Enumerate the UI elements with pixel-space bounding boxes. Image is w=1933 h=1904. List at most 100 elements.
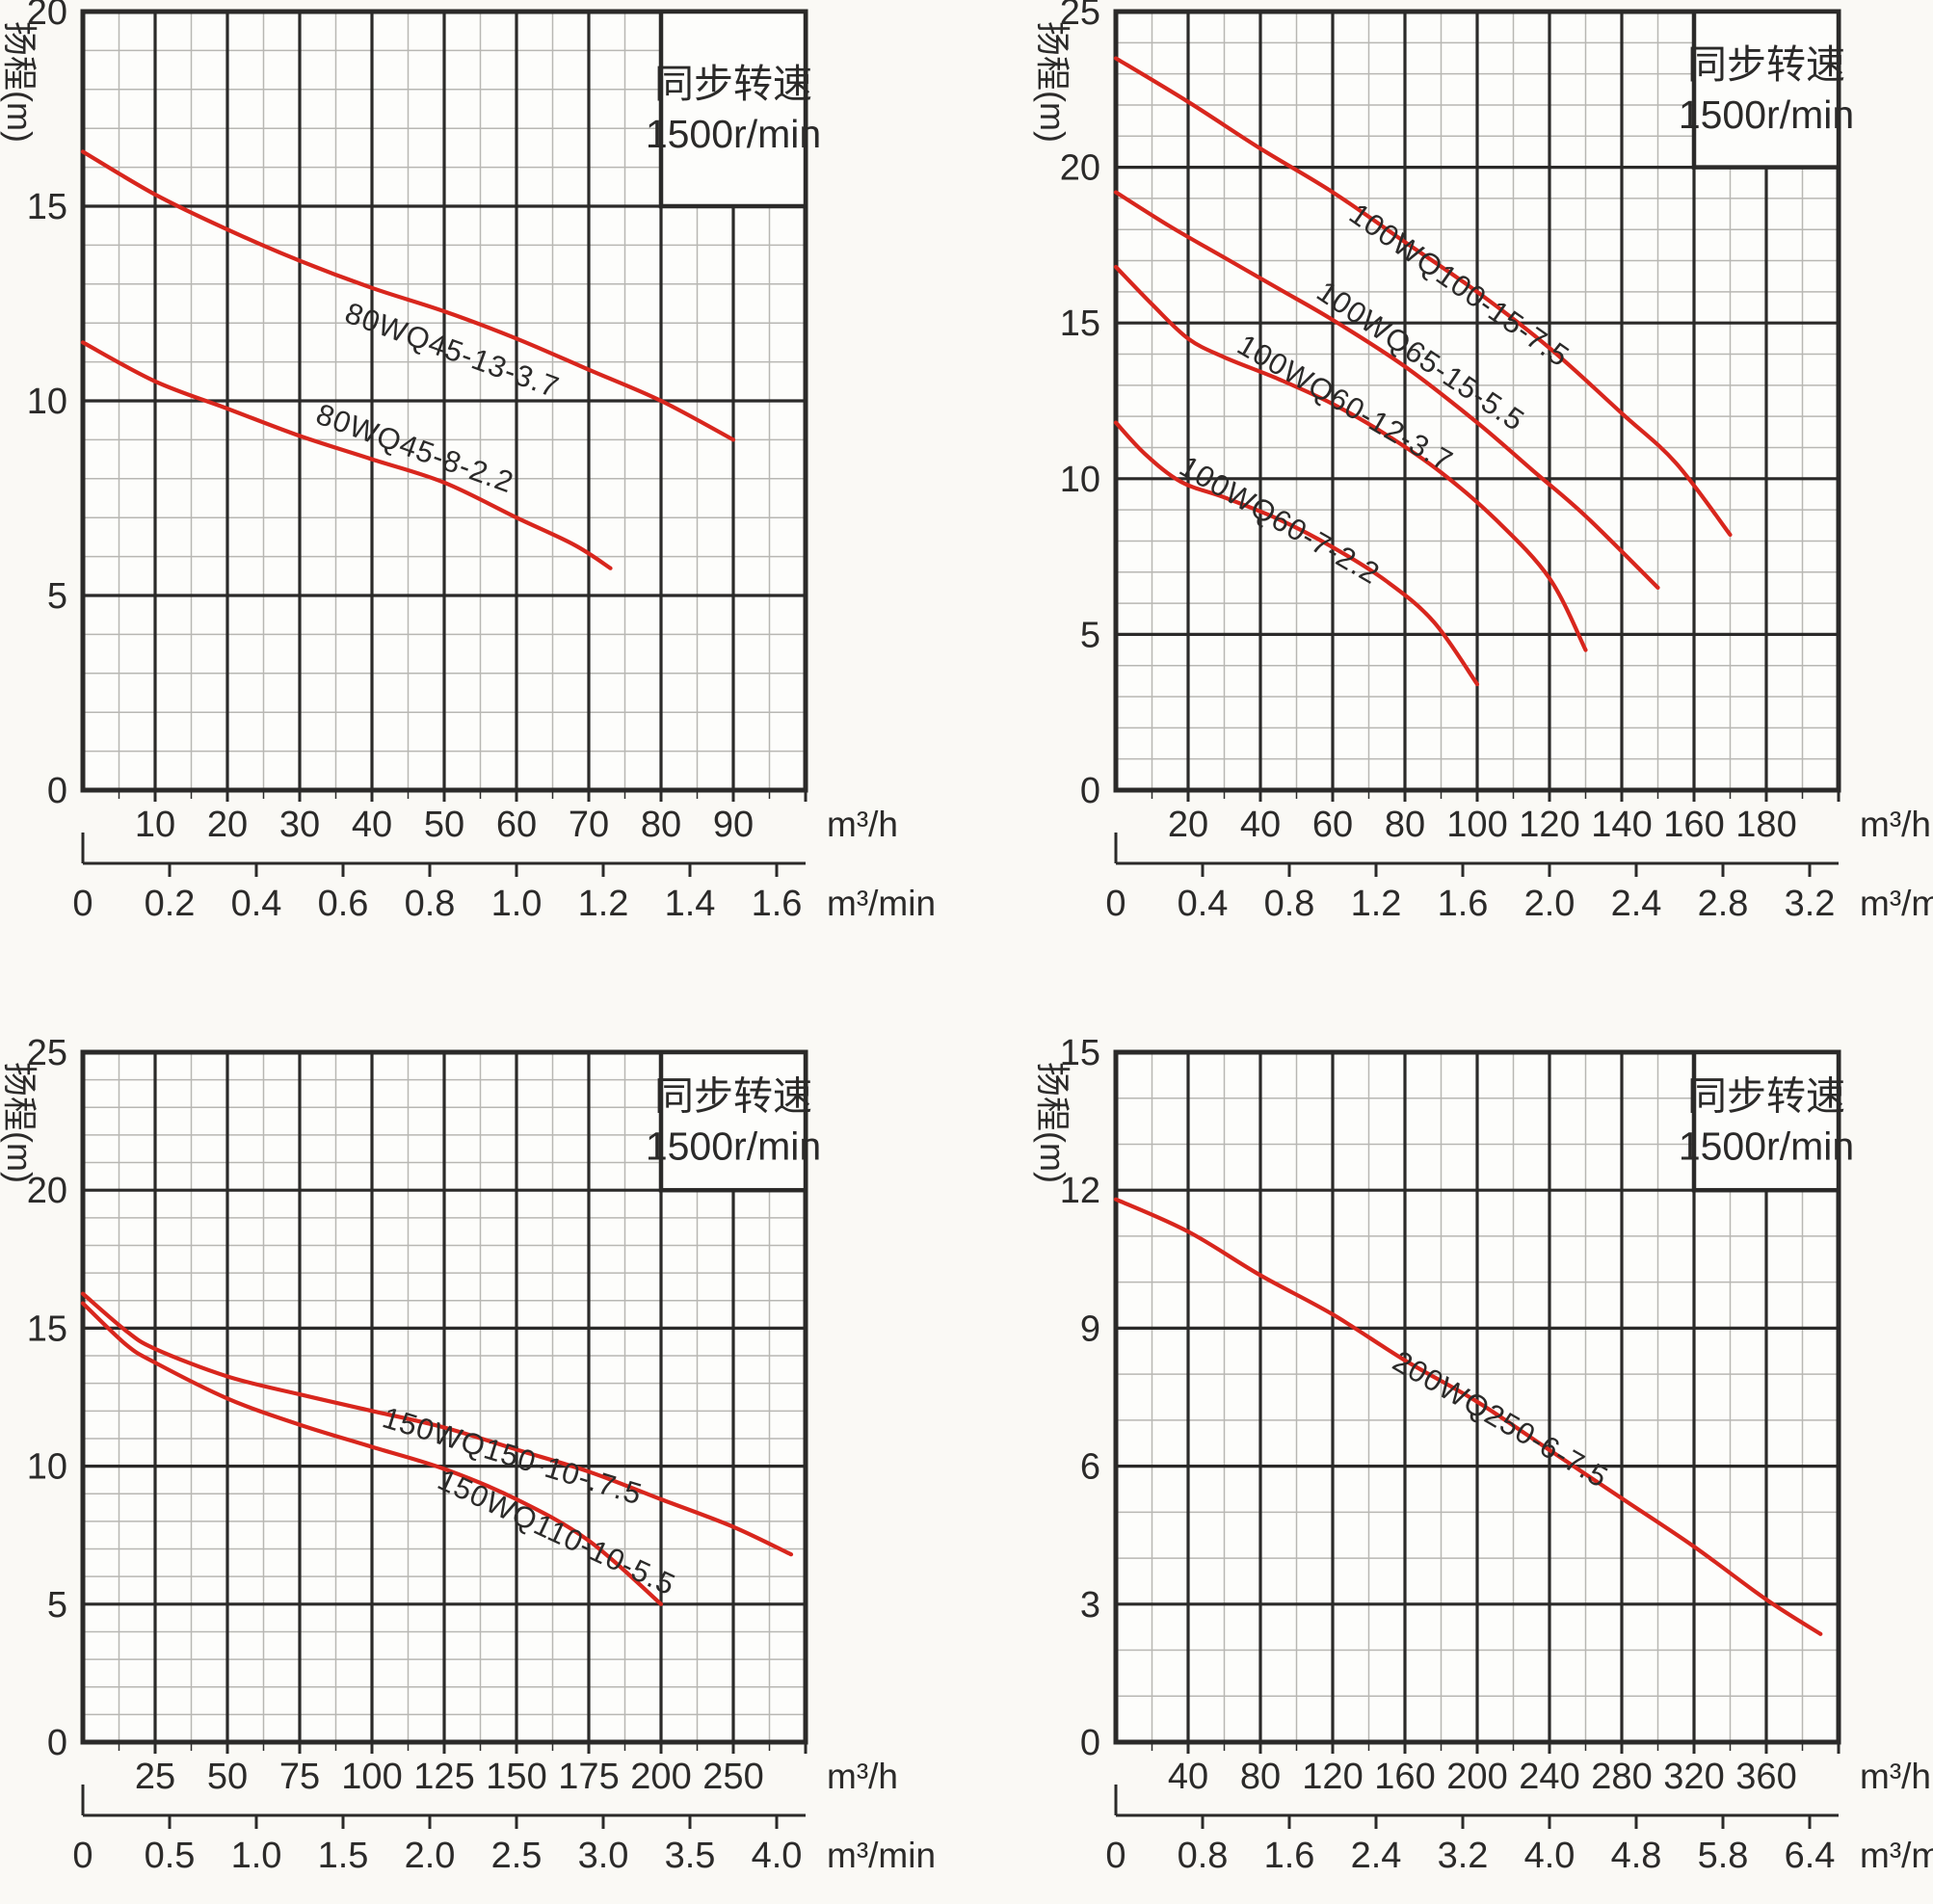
x-tick-label: 50 bbox=[207, 1757, 248, 1797]
y-tick-label: 10 bbox=[27, 382, 67, 422]
y-tick-label: 5 bbox=[47, 576, 67, 617]
x-tick-label: 40 bbox=[1168, 1757, 1208, 1797]
y-axis-title: 扬程(m) bbox=[0, 1062, 40, 1183]
x-tick-label: 10 bbox=[135, 805, 175, 845]
x-tick-label: 120 bbox=[1302, 1757, 1363, 1797]
x2-tick-label: 1.2 bbox=[578, 884, 629, 924]
x2-axis-unit: m³/min bbox=[827, 884, 936, 923]
secondary-x-axis: 0 0.8 1.6 2.4 3.2 4.0 4.8 5.8 6.4 bbox=[1105, 1785, 1839, 1876]
pump-curve-100WQ65-15-5.5 bbox=[1113, 190, 1660, 590]
y-tick-label: 3 bbox=[1080, 1585, 1100, 1626]
x2-tick-label: 0.8 bbox=[1178, 1836, 1229, 1876]
secondary-x-axis: 0 0.5 1.0 1.5 2.0 2.5 3.0 3.5 4.0 bbox=[72, 1785, 806, 1876]
y-axis-title: 扬程(m) bbox=[1033, 21, 1072, 143]
y-axis-title: 扬程(m) bbox=[0, 21, 40, 143]
x-tick-label: 40 bbox=[1240, 805, 1281, 845]
x2-axis-unit: m³/min bbox=[827, 1836, 936, 1875]
x2-tick-label: 3.0 bbox=[578, 1836, 629, 1876]
x-tick-label: 160 bbox=[1663, 805, 1724, 845]
y-tick-label: 5 bbox=[1080, 615, 1100, 655]
x2-tick-label: 1.4 bbox=[665, 884, 716, 924]
x2-tick-label: 1.0 bbox=[491, 884, 543, 924]
y-tick-label: 15 bbox=[1060, 304, 1100, 344]
x-tick-label: 80 bbox=[1385, 805, 1425, 845]
x-tick-label: 320 bbox=[1663, 1757, 1724, 1797]
pump-curve-80WQ45-13-3.7 bbox=[80, 149, 736, 442]
x2-tick-label: 3.2 bbox=[1438, 1836, 1489, 1876]
x-tick-label: 125 bbox=[413, 1757, 474, 1797]
x-tick-label: 20 bbox=[207, 805, 248, 845]
x2-tick-label: 1.6 bbox=[1264, 1836, 1315, 1876]
x2-tick-label: 2.0 bbox=[1524, 884, 1576, 924]
x2-tick-label: 1.0 bbox=[231, 1836, 282, 1876]
pump-curve-150WQ150-10-.7.5 bbox=[80, 1291, 794, 1557]
x2-tick-label: 2.8 bbox=[1698, 884, 1749, 924]
y-tick-label: 9 bbox=[1080, 1309, 1100, 1349]
x2-tick-label: 2.0 bbox=[405, 1836, 456, 1876]
sync-speed-note-box bbox=[658, 1049, 808, 1193]
x2-tick-label: 1.5 bbox=[318, 1836, 369, 1876]
sync-speed-label: 同步转速 bbox=[1687, 1074, 1845, 1119]
y-tick-label: 5 bbox=[47, 1585, 67, 1626]
pump-curve-80WQ45-8-2.2 bbox=[80, 340, 613, 570]
plot-border bbox=[80, 1049, 808, 1745]
x2-axis-unit: m³/min bbox=[1860, 1836, 1933, 1875]
y-tick-label: 0 bbox=[1080, 771, 1100, 811]
x2-tick-label: 2.5 bbox=[491, 1836, 543, 1876]
y-tick-label: 0 bbox=[1080, 1723, 1100, 1763]
x2-tick-label: 3.2 bbox=[1785, 884, 1836, 924]
y-tick-label: 12 bbox=[1060, 1171, 1100, 1211]
x2-tick-label: 0 bbox=[72, 884, 93, 924]
secondary-x-axis: 0 0.2 0.4 0.6 0.8 1.0 1.2 1.4 1.6 bbox=[72, 833, 806, 924]
sync-speed-label: 同步转速 bbox=[654, 1074, 812, 1119]
x2-tick-label: 5.8 bbox=[1698, 1836, 1749, 1876]
x-axis-unit: m³/h bbox=[827, 805, 898, 844]
x-tick-label: 180 bbox=[1735, 805, 1796, 845]
y-axis-title: 扬程(m) bbox=[1033, 1062, 1072, 1183]
x-tick-label: 150 bbox=[486, 1757, 546, 1797]
sync-speed-label: 同步转速 bbox=[654, 62, 812, 106]
x2-tick-label: 4.0 bbox=[1524, 1836, 1576, 1876]
y-tick-label: 15 bbox=[1060, 1033, 1100, 1073]
x2-tick-label: 3.5 bbox=[665, 1836, 716, 1876]
x-tick-label: 75 bbox=[279, 1757, 320, 1797]
x-tick-label: 140 bbox=[1591, 805, 1652, 845]
sync-speed-note-box bbox=[1691, 1049, 1841, 1193]
x-tick-label: 250 bbox=[702, 1757, 763, 1797]
x-tick-label: 100 bbox=[341, 1757, 402, 1797]
y-tick-label: 20 bbox=[27, 1171, 67, 1211]
y-tick-label: 10 bbox=[1060, 460, 1100, 500]
x-tick-label: 80 bbox=[1240, 1757, 1281, 1797]
y-tick-label: 25 bbox=[1060, 0, 1100, 33]
x2-tick-label: 0 bbox=[72, 1836, 93, 1876]
x2-tick-label: 0.5 bbox=[145, 1836, 196, 1876]
plot-border bbox=[80, 9, 808, 793]
x2-tick-label: 0.8 bbox=[405, 884, 456, 924]
y-tick-label: 25 bbox=[27, 1033, 67, 1073]
x-tick-label: 120 bbox=[1519, 805, 1579, 845]
x-tick-label: 90 bbox=[713, 805, 754, 845]
pump-curve-100WQ100-15-7.5 bbox=[1113, 56, 1733, 538]
x2-tick-label: 0.4 bbox=[231, 884, 282, 924]
secondary-x-axis: 0 0.4 0.8 1.2 1.6 2.0 2.4 2.8 3.2 bbox=[1105, 833, 1839, 924]
x2-tick-label: 2.4 bbox=[1351, 1836, 1402, 1876]
y-tick-label: 20 bbox=[1060, 148, 1100, 189]
x2-tick-label: 0.2 bbox=[145, 884, 196, 924]
y-tick-label: 0 bbox=[47, 1723, 67, 1763]
x-tick-label: 100 bbox=[1446, 805, 1507, 845]
x-tick-label: 360 bbox=[1735, 1757, 1796, 1797]
x-tick-label: 280 bbox=[1591, 1757, 1652, 1797]
x2-tick-label: 0.8 bbox=[1264, 884, 1315, 924]
sync-speed-value: 1500r/min bbox=[1679, 93, 1854, 137]
x-tick-label: 80 bbox=[641, 805, 681, 845]
x-tick-label: 20 bbox=[1168, 805, 1208, 845]
x-tick-label: 160 bbox=[1374, 1757, 1435, 1797]
x-tick-label: 200 bbox=[630, 1757, 691, 1797]
x-tick-label: 50 bbox=[424, 805, 464, 845]
x-tick-label: 60 bbox=[496, 805, 537, 845]
plot-border bbox=[1113, 1049, 1841, 1745]
